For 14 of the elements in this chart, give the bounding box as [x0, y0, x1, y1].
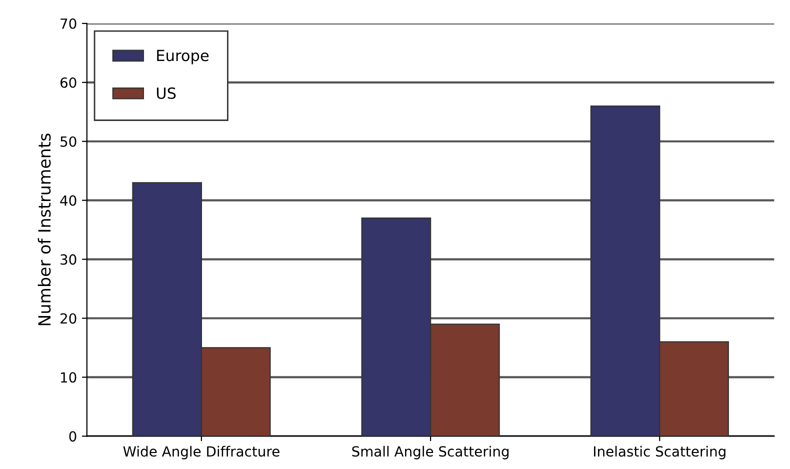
y-tick-label: 20 [60, 313, 76, 324]
y-tick-label: 10 [61, 372, 76, 383]
x-tick-label: Inelastic Scattering [594, 446, 726, 460]
x-tick-label: Small Angle Scattering [352, 446, 509, 460]
y-tick-label: 0 [69, 431, 76, 442]
y-tick-label: 70 [60, 18, 76, 29]
y-tick-label: 30 [60, 254, 76, 265]
y-tick-label: 60 [60, 77, 76, 88]
y-tick-label: 40 [60, 195, 76, 206]
y-axis-title: Number of Instruments [38, 134, 51, 326]
y-tick-label: 50 [60, 136, 76, 147]
x-tick-label: Wide Angle Diffracture [123, 446, 280, 460]
legend-label: US [156, 87, 176, 99]
legend-label: Europe [157, 50, 209, 64]
